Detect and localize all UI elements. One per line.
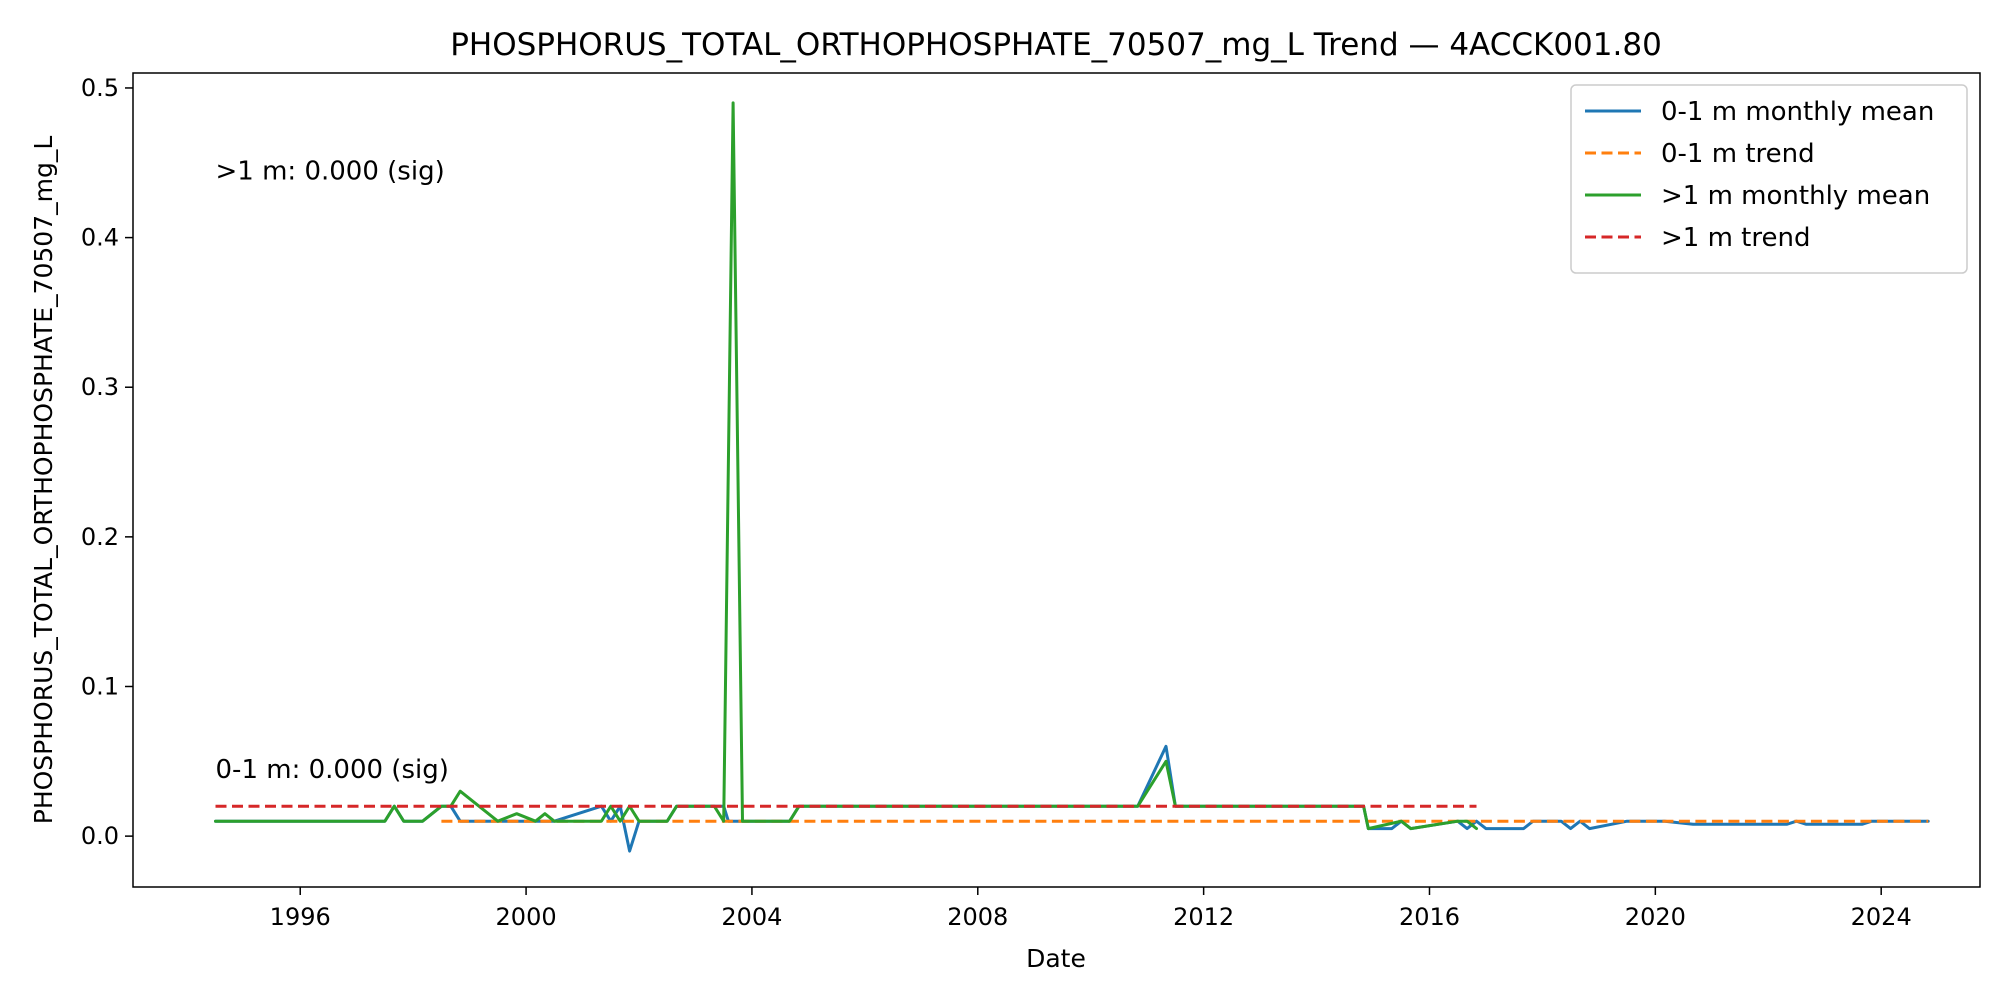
y-tick-label: 0.3 (81, 373, 119, 401)
plot-frame (132, 72, 1981, 888)
x-tick-label: 1996 (270, 903, 331, 931)
x-axis: 1996 2000 2004 2008 2012 2016 2020 2024 (270, 887, 1912, 931)
legend-label: 0-1 m trend (1661, 139, 1815, 169)
annotation-layer: >1 m: 0.000 (sig) 0-1 m: 0.000 (sig) (216, 156, 449, 785)
legend-label: >1 m monthly mean (1661, 181, 1930, 211)
y-tick-label: 0.2 (81, 523, 119, 551)
x-tick-label: 2016 (1399, 903, 1460, 931)
y-axis-label: PHOSPHORUS_TOTAL_ORTHOPHOSPHATE_70507_mg… (29, 136, 58, 825)
x-tick-label: 2020 (1625, 903, 1686, 931)
x-tick-label: 2000 (496, 903, 557, 931)
series-line-0 (214, 744, 1930, 853)
x-tick-label: 2008 (947, 903, 1008, 931)
x-axis-label: Date (1026, 944, 1086, 973)
annotation-text: >1 m: 0.000 (sig) (216, 156, 445, 186)
plot-area: >1 m: 0.000 (sig) 0-1 m: 0.000 (sig) (132, 72, 1981, 888)
y-tick-label: 0.0 (81, 822, 119, 850)
x-tick-label: 2004 (721, 903, 782, 931)
legend-label: >1 m trend (1661, 223, 1810, 253)
annotation-text: 0-1 m: 0.000 (sig) (216, 755, 449, 785)
y-tick-label: 0.5 (81, 74, 119, 102)
series-layer (214, 101, 1930, 853)
x-tick-label: 2024 (1851, 903, 1912, 931)
y-tick-label: 0.1 (81, 672, 119, 700)
chart-title: PHOSPHORUS_TOTAL_ORTHOPHOSPHATE_70507_mg… (450, 27, 1662, 63)
legend-box (1570, 84, 1968, 274)
y-axis: 0.0 0.1 0.2 0.3 0.4 0.5 (81, 74, 133, 850)
legend-label: 0-1 m monthly mean (1661, 97, 1934, 127)
x-tick-label: 2012 (1173, 903, 1234, 931)
legend: 0-1 m monthly mean 0-1 m trend >1 m monthl… (1570, 84, 1968, 274)
y-tick-label: 0.4 (81, 224, 119, 252)
